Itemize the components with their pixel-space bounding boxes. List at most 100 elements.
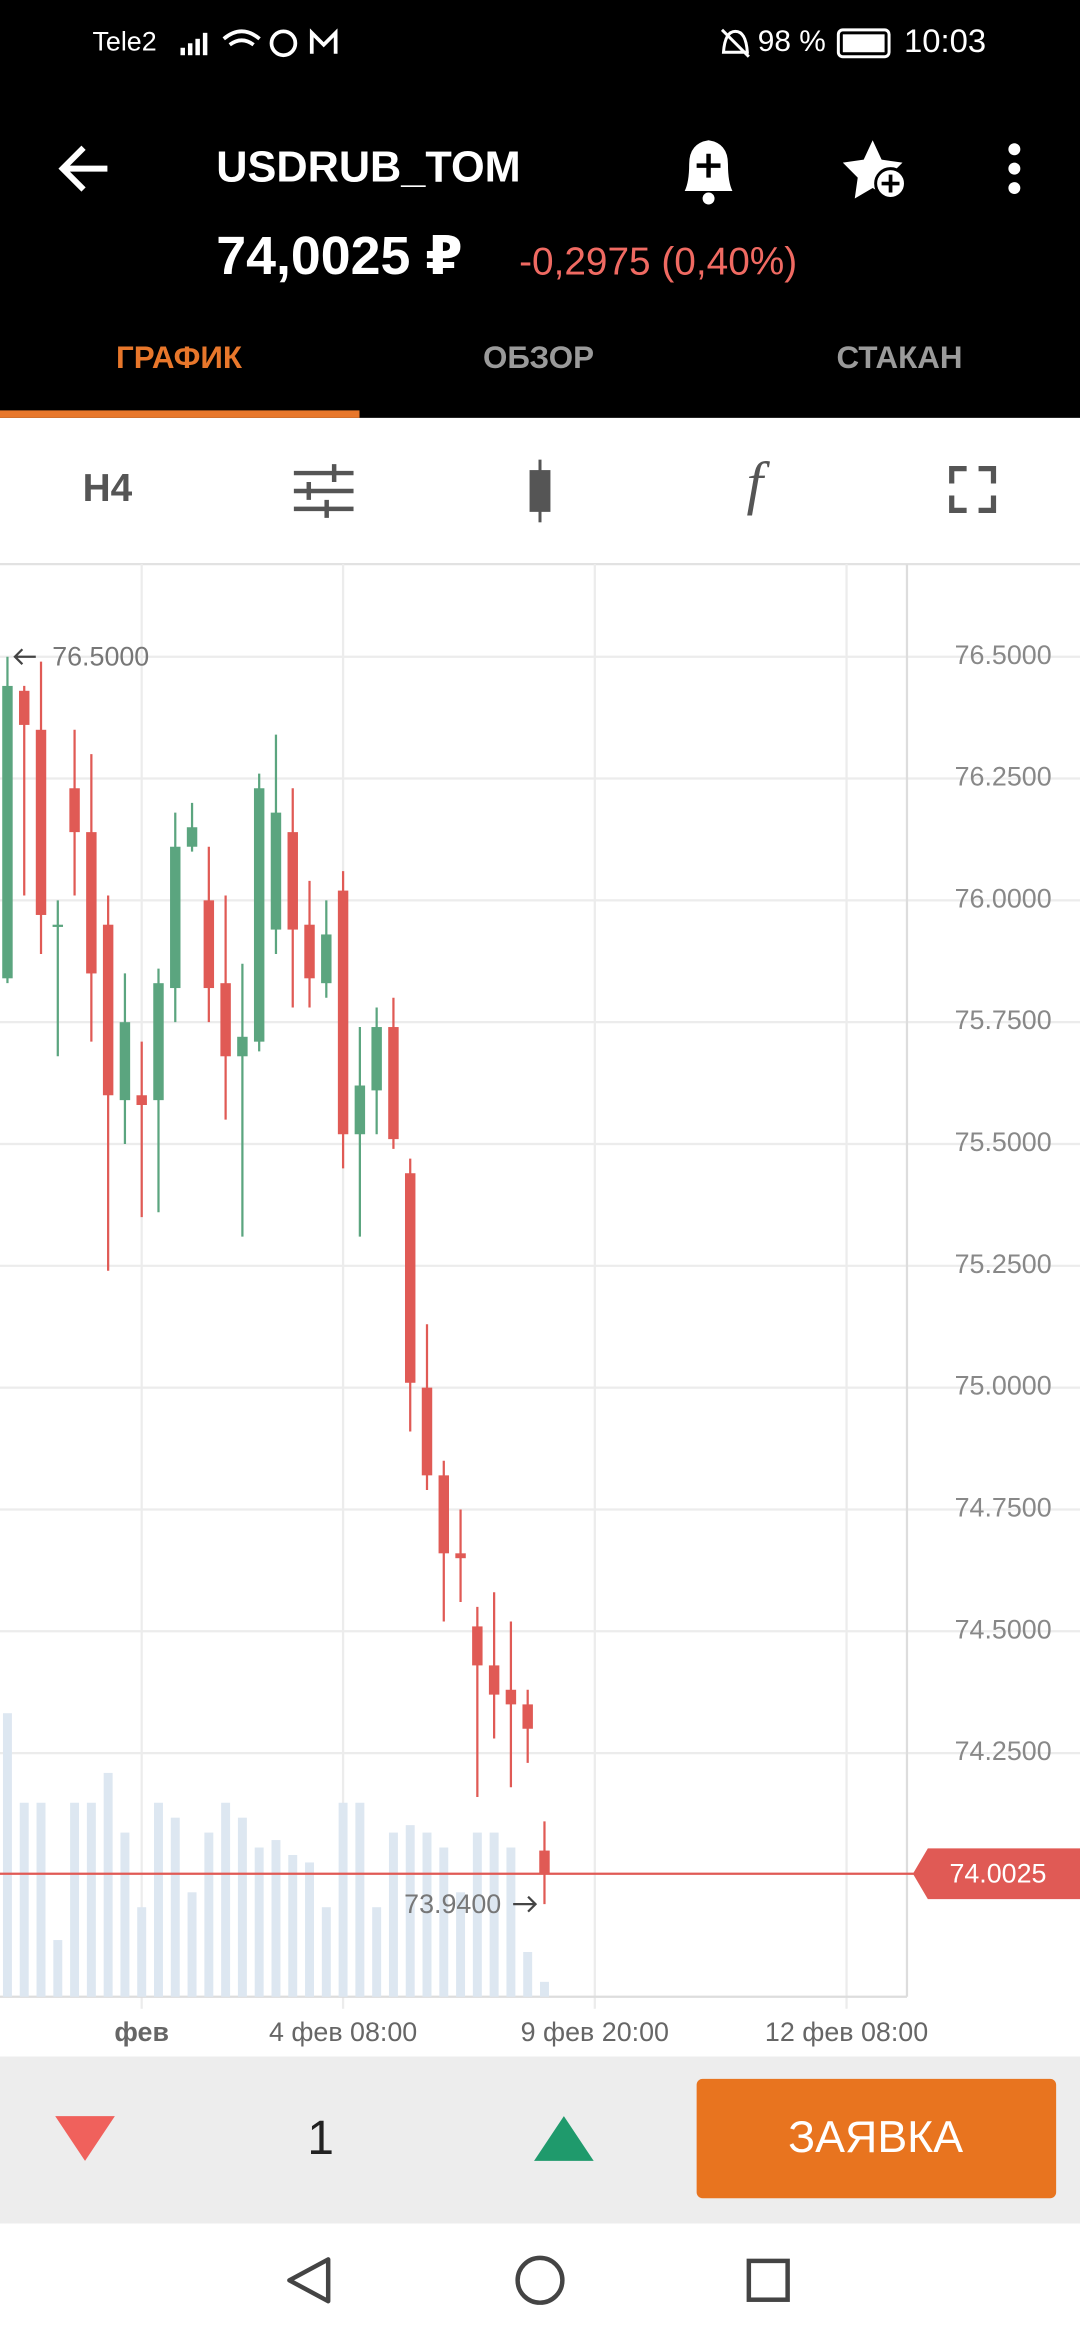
volume-bar xyxy=(137,1907,147,1997)
candle-body xyxy=(52,924,64,927)
candle-body xyxy=(186,827,198,847)
volume-bar xyxy=(355,1802,365,1997)
y-tick-label: 75.7500 xyxy=(955,1005,1052,1035)
back-button[interactable] xyxy=(58,145,108,192)
last-price-label: 74.0025 xyxy=(949,1858,1046,1888)
candle-body xyxy=(472,1626,483,1666)
candle-body xyxy=(505,1689,517,1705)
volume-bar xyxy=(271,1840,281,1997)
alert-button[interactable] xyxy=(684,140,733,205)
x-tick-label: фев xyxy=(114,2017,169,2047)
y-tick-label: 74.5000 xyxy=(955,1614,1052,1644)
candle-body xyxy=(86,832,97,974)
candle-body xyxy=(388,1027,399,1140)
candle-body xyxy=(488,1665,500,1695)
volume-bar xyxy=(120,1832,130,1997)
candle-body xyxy=(102,924,114,1096)
chart-type-button[interactable] xyxy=(529,459,551,523)
candle-body xyxy=(539,1850,550,1874)
tab-indicator xyxy=(0,410,360,418)
candle-body xyxy=(421,1387,433,1476)
y-tick-label: 75.0000 xyxy=(955,1371,1052,1401)
max-marker-label: 76.5000 xyxy=(52,641,149,671)
volume-bar xyxy=(472,1832,482,1997)
y-tick-label: 76.0000 xyxy=(955,883,1052,913)
y-tick-label: 74.2500 xyxy=(955,1736,1052,1766)
tab-overview[interactable]: ОБЗОР xyxy=(483,340,594,375)
min-marker-label: 73.9400 xyxy=(404,1889,501,1919)
battery-percent: 98 % xyxy=(758,25,826,58)
candle-body xyxy=(35,729,47,915)
candle-body xyxy=(354,1085,366,1135)
min-marker-arrow xyxy=(513,1895,538,1913)
battery-icon xyxy=(836,28,891,59)
volume-bar xyxy=(372,1907,382,1997)
signal-icon xyxy=(180,32,208,56)
candle-body xyxy=(287,832,298,930)
interval-button[interactable]: H4 xyxy=(83,467,133,510)
volume-bar xyxy=(36,1802,46,1997)
candle-body xyxy=(455,1553,466,1559)
sell-button[interactable] xyxy=(55,2116,115,2161)
candle-body xyxy=(270,812,282,930)
volume-bar xyxy=(254,1847,264,1997)
nav-back[interactable] xyxy=(287,2257,331,2304)
volume-bar xyxy=(154,1802,163,1997)
candle-body xyxy=(69,788,80,833)
candle-body xyxy=(522,1704,533,1729)
nav-home[interactable] xyxy=(515,2255,565,2305)
fullscreen-button[interactable] xyxy=(949,465,997,513)
candle-body xyxy=(203,900,215,989)
tab-orderbook[interactable]: СТАКАН xyxy=(837,340,963,375)
indicators-button[interactable]: f xyxy=(747,450,771,516)
candle-body xyxy=(337,890,349,1135)
candle-body xyxy=(321,934,332,984)
volume-bar xyxy=(539,1981,549,1997)
quantity[interactable]: 1 xyxy=(307,2112,334,2165)
clock: 10:03 xyxy=(904,22,986,59)
wifi-icon xyxy=(222,29,261,47)
favorite-button[interactable] xyxy=(842,140,907,200)
volume-bar xyxy=(338,1802,348,1997)
buy-button[interactable] xyxy=(534,2116,594,2161)
candle-body xyxy=(253,788,265,1042)
max-marker-arrow xyxy=(13,648,36,665)
candle-body xyxy=(237,1036,248,1057)
instrument-title: USDRUB_TOM xyxy=(216,144,520,192)
volume-bar xyxy=(321,1907,331,1997)
volume-bar xyxy=(103,1772,113,1997)
candle-body xyxy=(371,1027,382,1091)
candle-body xyxy=(2,685,13,979)
chart: 74.2500 74.5000 74.7500 75.0000 75.2500 75.50… xyxy=(0,564,1080,2047)
volume-bar xyxy=(53,1940,63,1997)
volume-bar xyxy=(439,1847,449,1997)
y-tick-label: 75.5000 xyxy=(955,1127,1052,1157)
candle-body xyxy=(438,1475,450,1554)
nav-bar xyxy=(0,2223,1080,2340)
order-button-label: ЗАЯВКА xyxy=(788,2112,963,2162)
volume-bar xyxy=(405,1825,415,1997)
y-tick-label: 76.2500 xyxy=(955,762,1052,792)
last-price-tag xyxy=(912,1848,1080,1900)
volume-bar xyxy=(2,1713,12,1997)
volume-bar xyxy=(70,1802,80,1997)
mute-icon xyxy=(720,28,750,58)
volume-bar xyxy=(388,1832,398,1997)
nav-recents[interactable] xyxy=(746,2258,790,2302)
settings-button[interactable] xyxy=(293,464,354,518)
volume-bar xyxy=(288,1854,298,1997)
tab-chart[interactable]: ГРАФИК xyxy=(116,340,243,375)
volume-bar xyxy=(523,1951,533,1997)
menu-button[interactable] xyxy=(1008,143,1021,195)
candle-body xyxy=(304,924,315,979)
volume-bar xyxy=(204,1832,214,1997)
volume-bar xyxy=(506,1847,516,1997)
x-tick-label: 9 фев 20:00 xyxy=(521,2017,669,2047)
y-tick-label: 74.7500 xyxy=(955,1493,1052,1523)
candle-body xyxy=(19,690,30,725)
volume-bar xyxy=(170,1817,180,1997)
x-tick-label: 4 фев 08:00 xyxy=(269,2017,417,2047)
candle-body xyxy=(153,983,164,1101)
order-button[interactable] xyxy=(696,2078,1057,2199)
